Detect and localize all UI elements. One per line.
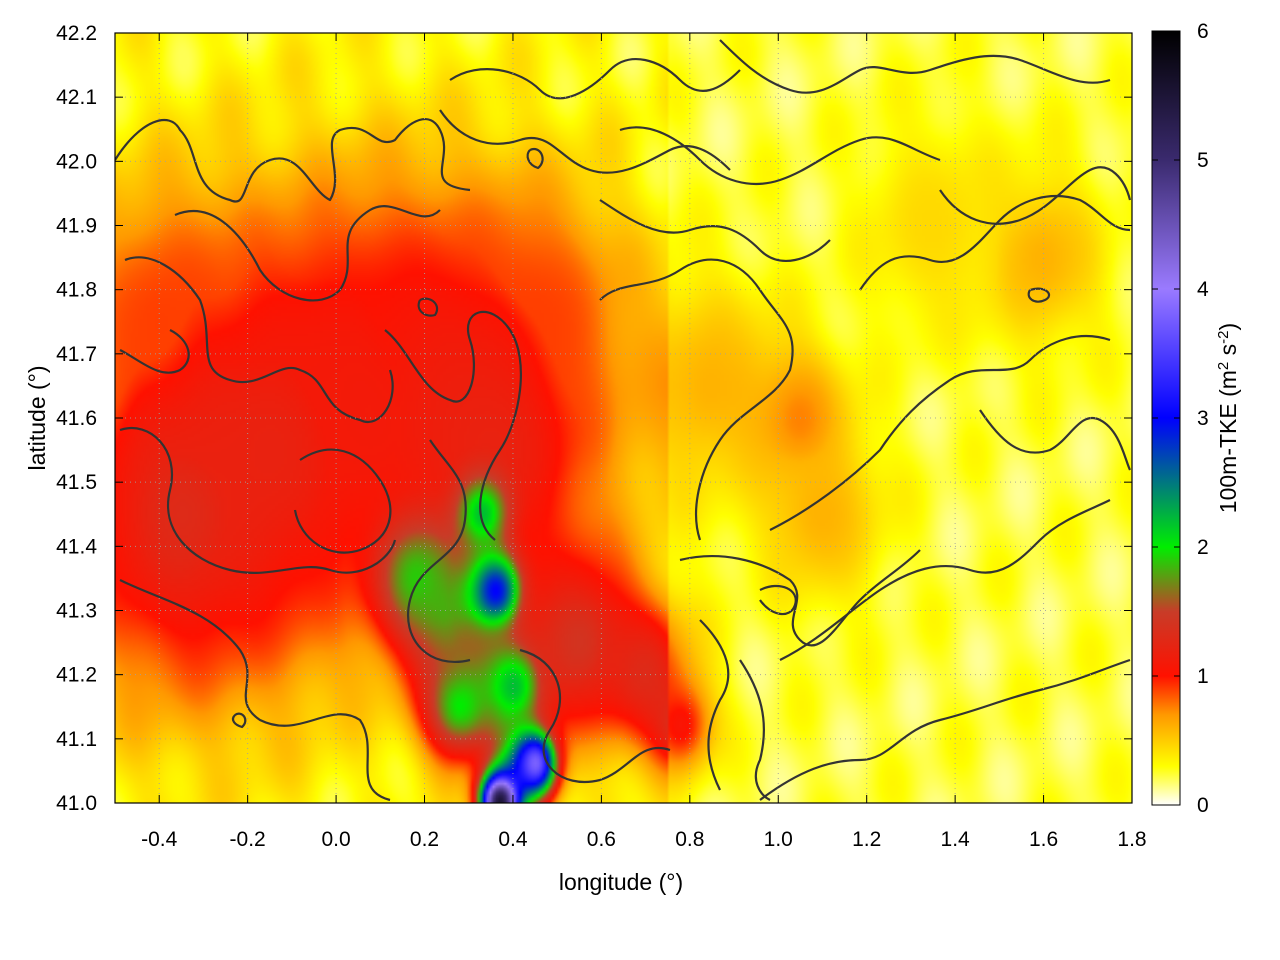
colorbar-tick-label: 0	[1197, 794, 1209, 817]
contour-line	[1027, 287, 1051, 303]
x-tick-label: 0.8	[675, 828, 704, 851]
contour-line	[119, 427, 397, 574]
contour-line	[599, 258, 794, 541]
contour-line	[759, 658, 1131, 801]
contour-line	[519, 648, 671, 783]
colorbar-ticks: 0 1 2 3 4 5 6	[1152, 20, 1209, 817]
colorbar-label: 100m-TKE (m2 s-2)	[1215, 323, 1241, 513]
contour-line	[719, 39, 1111, 94]
x-tick-label: -0.2	[230, 828, 266, 851]
colorbar-tick-label: 6	[1197, 20, 1209, 43]
x-tick-label: 1.4	[941, 828, 971, 851]
y-tick-label: 42.2	[56, 22, 97, 45]
contour-line	[407, 439, 471, 663]
contour-line	[619, 126, 941, 185]
tke-heatmap-field	[115, 33, 1132, 803]
contour-line	[119, 579, 391, 802]
contour-line	[124, 256, 394, 423]
y-tick-label: 41.3	[56, 600, 97, 623]
x-tick-label: 1.6	[1029, 828, 1058, 851]
y-axis-label: latitude (°)	[24, 365, 50, 470]
y-tick-label: 42.0	[56, 150, 97, 173]
y-tick-label: 41.2	[56, 664, 97, 687]
x-tick-label: 0.4	[498, 828, 528, 851]
contour-line	[417, 297, 439, 317]
colorbar-tick-label: 1	[1197, 665, 1209, 688]
y-tick-label: 41.4	[56, 535, 97, 558]
contour-line	[293, 448, 392, 554]
x-tick-label: 1.2	[852, 828, 881, 851]
y-axis-ticks: 41.0 41.1 41.2 41.3 41.4 41.5 41.6 41.7 41.8 41.9…	[56, 22, 1132, 815]
x-tick-label: 1.0	[764, 828, 793, 851]
colorbar-tick-label: 2	[1197, 536, 1209, 559]
contour-line	[699, 619, 730, 791]
x-axis-label: longitude (°)	[559, 869, 683, 895]
y-tick-label: 41.7	[56, 343, 97, 366]
contour-line	[599, 199, 831, 262]
x-tick-label: 1.8	[1117, 828, 1146, 851]
y-tick-label: 41.5	[56, 471, 97, 494]
contour-line	[384, 310, 522, 541]
contour-line	[769, 335, 1111, 531]
contour-line	[526, 147, 544, 170]
x-tick-label: -0.4	[141, 828, 178, 851]
contour-line	[939, 166, 1132, 225]
colorbar-tick-label: 4	[1197, 278, 1209, 301]
contour-line	[679, 549, 921, 647]
y-tick-label: 42.1	[56, 86, 97, 109]
terrain-contours	[115, 39, 1132, 802]
colorbar-tick-label: 3	[1197, 407, 1209, 430]
contour-line	[449, 58, 741, 100]
y-tick-label: 41.8	[56, 279, 97, 302]
contour-line	[859, 195, 1131, 291]
colorbar-tick-label: 5	[1197, 149, 1209, 172]
x-tick-label: 0.2	[410, 828, 439, 851]
x-tick-label: 0.6	[587, 828, 616, 851]
contour-line	[979, 409, 1132, 471]
contour-line	[779, 499, 1111, 661]
x-axis-ticks: -0.4 -0.2 0.0 0.2 0.4 0.6 0.8 1.0 1.2 1.4 1.6 1.8	[141, 33, 1147, 851]
y-tick-label: 41.6	[56, 407, 97, 430]
contour-line	[119, 329, 190, 374]
x-tick-label: 0.0	[321, 828, 350, 851]
contour-line	[739, 659, 771, 801]
contour-line	[231, 712, 247, 729]
y-tick-label: 41.1	[56, 728, 97, 751]
y-tick-label: 41.9	[56, 215, 97, 238]
y-tick-label: 41.0	[56, 792, 97, 815]
contour-line	[115, 118, 471, 203]
